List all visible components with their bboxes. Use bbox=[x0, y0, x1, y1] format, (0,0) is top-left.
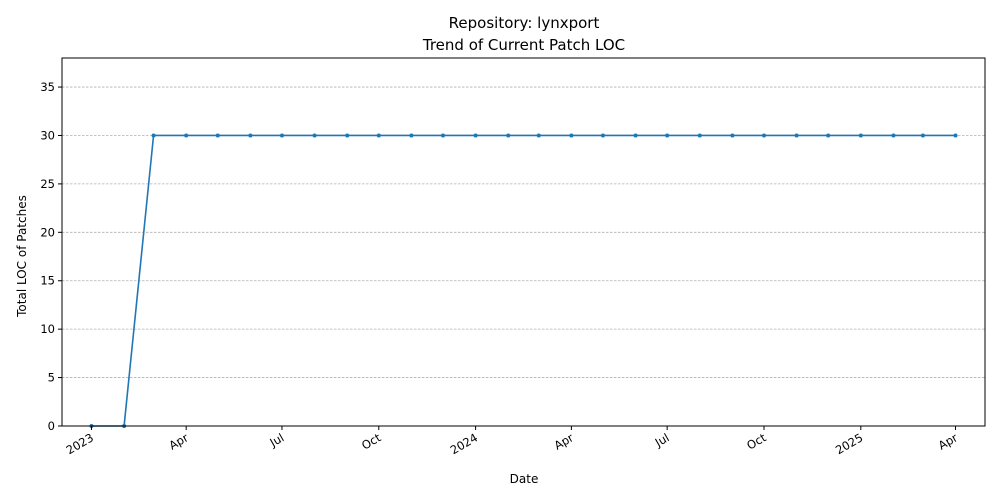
y-tick-label: 15 bbox=[40, 274, 55, 288]
series-layer bbox=[89, 133, 958, 428]
data-point bbox=[376, 133, 381, 138]
data-point bbox=[891, 133, 896, 138]
data-point bbox=[697, 133, 702, 138]
data-point bbox=[184, 133, 189, 138]
data-point bbox=[536, 133, 541, 138]
chart-title: Repository: lynxport bbox=[449, 14, 600, 32]
data-point bbox=[409, 133, 414, 138]
data-point bbox=[506, 133, 511, 138]
data-point bbox=[858, 133, 863, 138]
chart-subtitle: Trend of Current Patch LOC bbox=[422, 36, 625, 54]
y-tick-label: 10 bbox=[40, 322, 55, 336]
gridlines bbox=[62, 86, 985, 378]
series-line bbox=[91, 134, 956, 427]
data-point bbox=[633, 133, 638, 138]
y-tick-label: 25 bbox=[40, 177, 55, 191]
data-point bbox=[345, 133, 350, 138]
x-tick-label: Apr bbox=[936, 430, 960, 452]
data-point bbox=[248, 133, 253, 138]
y-tick-label: 0 bbox=[48, 419, 55, 433]
y-tick-label: 20 bbox=[40, 225, 55, 239]
x-tick-label: Jul bbox=[267, 430, 287, 450]
y-tick-label: 5 bbox=[48, 371, 55, 385]
data-point bbox=[473, 133, 478, 138]
data-point bbox=[665, 133, 670, 138]
x-tick-label: Jul bbox=[652, 430, 672, 450]
x-tick-label: Oct bbox=[744, 430, 769, 452]
data-point bbox=[730, 133, 735, 138]
data-point bbox=[440, 133, 445, 138]
data-point bbox=[920, 133, 925, 138]
data-point bbox=[151, 133, 156, 138]
data-point bbox=[794, 133, 799, 138]
x-tick-label: Apr bbox=[552, 430, 576, 452]
data-point bbox=[761, 133, 766, 138]
data-point bbox=[600, 133, 605, 138]
x-tick-label: Oct bbox=[359, 430, 384, 452]
data-point bbox=[215, 133, 220, 138]
data-point bbox=[569, 133, 574, 138]
x-tick-label: Apr bbox=[166, 430, 190, 452]
data-point bbox=[312, 133, 317, 138]
y-axis-label: Total LOC of Patches bbox=[15, 195, 29, 318]
y-tick-label: 30 bbox=[40, 128, 55, 142]
data-point bbox=[953, 133, 958, 138]
x-axis-label: Date bbox=[510, 472, 539, 486]
x-tick-label: 2024 bbox=[448, 430, 480, 457]
y-tick-label: 35 bbox=[40, 80, 55, 94]
axes bbox=[61, 57, 986, 427]
plot-frame bbox=[61, 57, 986, 427]
data-point bbox=[826, 133, 831, 138]
data-point bbox=[279, 133, 284, 138]
x-tick-label: 2023 bbox=[64, 430, 96, 457]
x-tick-label: 2025 bbox=[833, 430, 865, 457]
